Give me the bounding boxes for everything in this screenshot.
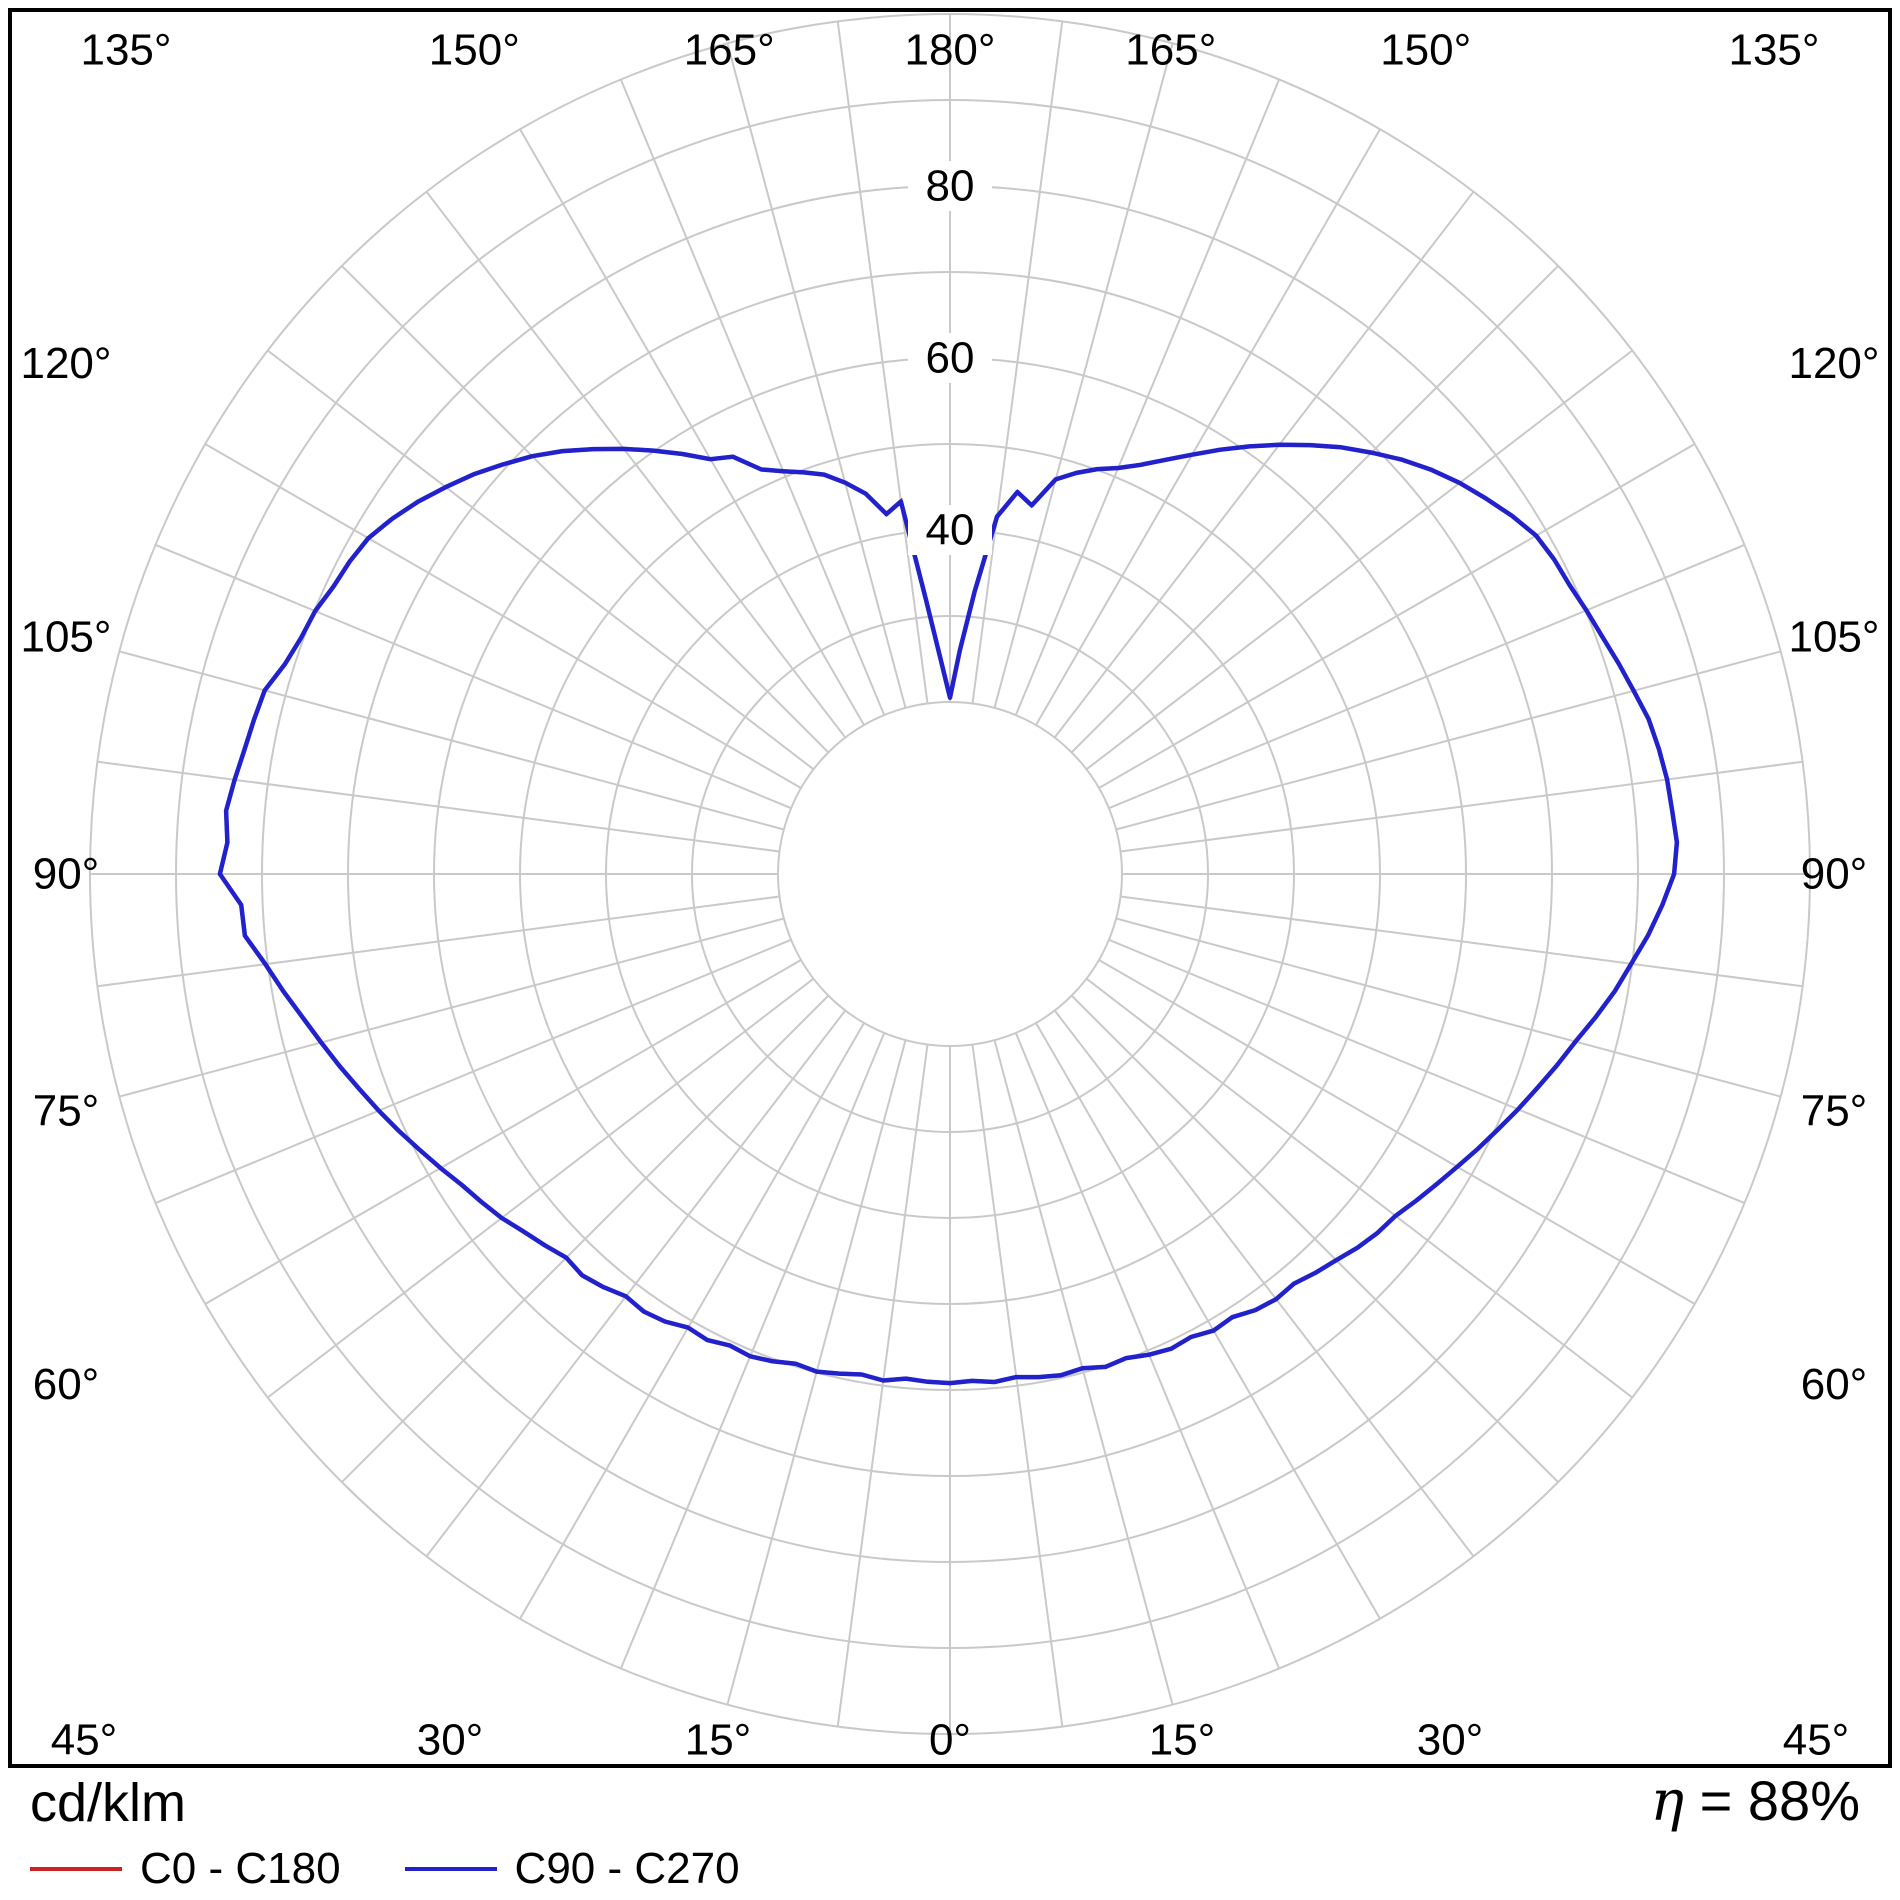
grid-spoke (836, 21, 929, 704)
grid-spoke (1108, 543, 1745, 810)
grid-spoke (1014, 79, 1281, 716)
legend-label-c90: C90 - C270 (514, 1844, 740, 1893)
angle-label: 15° (685, 1716, 752, 1765)
grid-spoke (836, 1044, 929, 1727)
grid-spoke (993, 1039, 1174, 1705)
legend-item-c90: C90 - C270 (404, 1844, 740, 1894)
angle-label: 60° (33, 1360, 100, 1409)
angle-label: 90° (33, 850, 100, 899)
grid-spoke (1120, 895, 1803, 988)
ring-label-bg (908, 161, 992, 211)
grid-spoke (1098, 959, 1696, 1305)
angle-label: 180° (904, 26, 995, 75)
grid-spoke (204, 959, 802, 1305)
legend: C0 - C180 C90 - C270 (30, 1844, 804, 1894)
grid-spoke (1115, 917, 1781, 1098)
grid-spoke (1085, 349, 1633, 771)
grid-spoke (204, 443, 802, 789)
grid-spoke (1120, 760, 1803, 853)
ring-label: 80 (926, 162, 975, 211)
ring-label: 60 (926, 334, 975, 383)
eta-symbol: η (1650, 1769, 1685, 1834)
chart-border (8, 8, 1892, 1768)
angle-label: 30° (1417, 1716, 1484, 1765)
grid-spoke (119, 650, 785, 831)
grid-spoke (1085, 977, 1633, 1399)
angle-label: 150° (429, 26, 520, 75)
ring-label-bg (908, 333, 992, 383)
grid-spoke (971, 1044, 1064, 1727)
ring-labels: 40 60 80 (908, 161, 992, 555)
grid-spoke (726, 43, 907, 709)
grid-spoke (155, 543, 792, 810)
angle-label: 0° (929, 1716, 971, 1765)
angle-label: 15° (1149, 1716, 1216, 1765)
angle-label: 120° (20, 339, 111, 388)
eta-value: = 88% (1684, 1769, 1860, 1832)
legend-line-blue-icon (404, 1867, 497, 1871)
angle-label: 135° (80, 26, 171, 75)
grid-spoke (1098, 443, 1696, 789)
angle-label: 90° (1801, 850, 1868, 899)
grid-spoke (425, 191, 847, 739)
angle-label: 30° (417, 1716, 484, 1765)
angle-label: 165° (684, 26, 775, 75)
legend-label-c0: C0 - C180 (140, 1844, 341, 1893)
angle-label: 75° (33, 1086, 100, 1135)
angle-label: 150° (1380, 26, 1471, 75)
grid-spoke (1014, 1032, 1281, 1669)
c0-c180-curve (217, 442, 1679, 1386)
angle-label: 165° (1125, 26, 1216, 75)
grid-spoke (97, 760, 780, 853)
legend-line-red-icon (30, 1867, 122, 1871)
grid-spoke (1035, 1022, 1381, 1620)
c90-c270-curve (217, 442, 1680, 1386)
grid-spoke (119, 917, 785, 1098)
grid-spoke (267, 349, 815, 771)
grid-spoke (1035, 128, 1381, 726)
grid-spoke (341, 994, 830, 1483)
ring-label-bg (908, 505, 992, 555)
grid-spoke (1070, 265, 1559, 754)
angle-label: 75° (1801, 1086, 1868, 1135)
efficiency-label: η = 88% (1651, 1768, 1860, 1834)
legend-item-c0: C0 - C180 (30, 1844, 341, 1894)
angle-label: 45° (51, 1716, 118, 1765)
grid-spoke (1115, 650, 1781, 831)
angle-label: 105° (20, 613, 111, 662)
angle-label: 105° (1788, 613, 1879, 662)
angle-label: 135° (1728, 26, 1819, 75)
ring-label: 40 (926, 506, 975, 555)
grid-ring (777, 701, 1123, 1047)
polar-grid (89, 13, 1811, 1735)
grid-spoke (993, 43, 1174, 709)
grid-spoke (155, 938, 792, 1205)
grid-spoke (1108, 938, 1745, 1205)
angle-label: 45° (1783, 1716, 1850, 1765)
grid-spoke (1053, 191, 1475, 739)
grid-spoke (97, 895, 780, 988)
angle-label: 60° (1801, 1360, 1868, 1409)
unit-label: cd/klm (30, 1773, 187, 1833)
grid-spoke (341, 265, 830, 754)
grid-spoke (619, 1032, 886, 1669)
grid-spoke (619, 79, 886, 716)
grid-spoke (1070, 994, 1559, 1483)
grid-spoke (1053, 1009, 1475, 1557)
grid-spoke (267, 977, 815, 1399)
grid-spoke (519, 128, 865, 726)
grid-spoke (519, 1022, 865, 1620)
angle-label: 120° (1788, 339, 1879, 388)
grid-spoke (971, 21, 1064, 704)
grid-spoke (425, 1009, 847, 1557)
